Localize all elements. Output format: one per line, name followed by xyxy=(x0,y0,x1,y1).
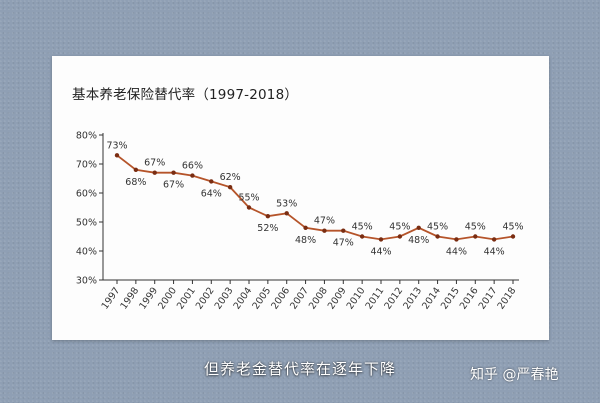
data-point xyxy=(454,237,459,242)
y-tick-label: 70% xyxy=(76,160,97,171)
data-label: 66% xyxy=(182,161,203,172)
data-label: 73% xyxy=(106,140,127,151)
data-label: 47% xyxy=(314,216,335,227)
watermark: 知乎 @严春艳 xyxy=(470,367,559,383)
data-label: 45% xyxy=(465,222,486,233)
data-point xyxy=(397,234,403,239)
data-point xyxy=(359,234,365,239)
x-tick-label: 1999 xyxy=(137,285,160,311)
data-label: 53% xyxy=(276,198,297,209)
data-point xyxy=(190,173,195,178)
x-tick-label: 2011 xyxy=(364,285,387,311)
data-point xyxy=(152,170,157,175)
data-label: 48% xyxy=(408,235,429,246)
line-chart: 30%40%50%60%70%80%1997199819992000200120… xyxy=(76,131,524,312)
data-point xyxy=(171,170,176,175)
x-tick-label: 2015 xyxy=(439,285,462,311)
x-tick-label: 2004 xyxy=(232,285,255,311)
x-tick-label: 2000 xyxy=(156,285,179,311)
x-tick-label: 2010 xyxy=(345,285,368,311)
x-tick-label: 1998 xyxy=(118,285,141,311)
y-tick-label: 80% xyxy=(76,131,97,142)
data-point xyxy=(435,234,440,239)
x-tick-label: 2016 xyxy=(458,285,481,311)
data-point xyxy=(246,205,252,210)
data-label: 44% xyxy=(446,246,467,257)
data-label: 55% xyxy=(238,193,259,204)
x-tick-label: 2002 xyxy=(194,285,217,311)
data-point xyxy=(265,214,271,219)
data-label: 44% xyxy=(484,246,505,257)
video-subtitle: 但养老金替代率在逐年下降 xyxy=(203,360,396,378)
y-tick-label: 60% xyxy=(76,189,97,200)
y-tick-label: 40% xyxy=(76,247,97,258)
y-tick-label: 50% xyxy=(76,218,97,229)
data-point xyxy=(114,153,120,158)
x-tick-label: 2005 xyxy=(250,285,273,311)
x-tick-label: 2003 xyxy=(213,285,236,311)
data-label: 45% xyxy=(389,222,410,233)
chart-card: 30% 40% 50% 60% 70% 80% 1997 1998 1999 2000 2001 20… xyxy=(52,56,549,340)
x-tick-label: 2008 xyxy=(307,285,330,311)
data-label: 48% xyxy=(295,235,316,246)
data-label: 67% xyxy=(144,158,165,169)
series-line xyxy=(116,154,514,241)
data-point xyxy=(322,228,327,233)
x-tick-label: 2006 xyxy=(269,285,292,311)
data-label: 52% xyxy=(257,223,278,234)
data-point xyxy=(510,234,516,239)
x-tick-label: 2017 xyxy=(477,285,500,311)
x-tick-label: 2009 xyxy=(326,285,349,311)
x-tick-label: 2012 xyxy=(382,285,405,311)
data-label: 45% xyxy=(502,222,523,233)
x-tick-label: 2018 xyxy=(496,285,519,311)
data-point xyxy=(209,179,214,184)
x-tick-label: 1997 xyxy=(100,285,123,311)
data-point xyxy=(133,167,139,172)
data-label: 44% xyxy=(370,246,391,257)
data-label: 64% xyxy=(201,188,222,199)
data-point xyxy=(416,225,421,230)
data-label: 62% xyxy=(220,172,241,183)
data-point xyxy=(473,234,478,239)
data-label: 68% xyxy=(125,177,146,188)
y-tick-label: 30% xyxy=(76,276,97,287)
data-point xyxy=(227,185,233,190)
data-point xyxy=(378,237,384,242)
data-label: 45% xyxy=(352,222,373,233)
x-tick-label: 2007 xyxy=(288,285,311,311)
data-label: 45% xyxy=(427,222,448,233)
data-point xyxy=(284,211,289,216)
data-point xyxy=(341,228,346,233)
data-label: 67% xyxy=(163,180,184,191)
data-point xyxy=(303,225,308,230)
x-tick-label: 2001 xyxy=(175,285,198,311)
data-label: 47% xyxy=(333,238,354,249)
data-point xyxy=(491,237,497,242)
x-tick-label: 2013 xyxy=(401,285,424,311)
chart-title: 基本养老保险替代率（1997-2018） xyxy=(72,87,299,103)
x-tick-label: 2014 xyxy=(420,285,443,311)
